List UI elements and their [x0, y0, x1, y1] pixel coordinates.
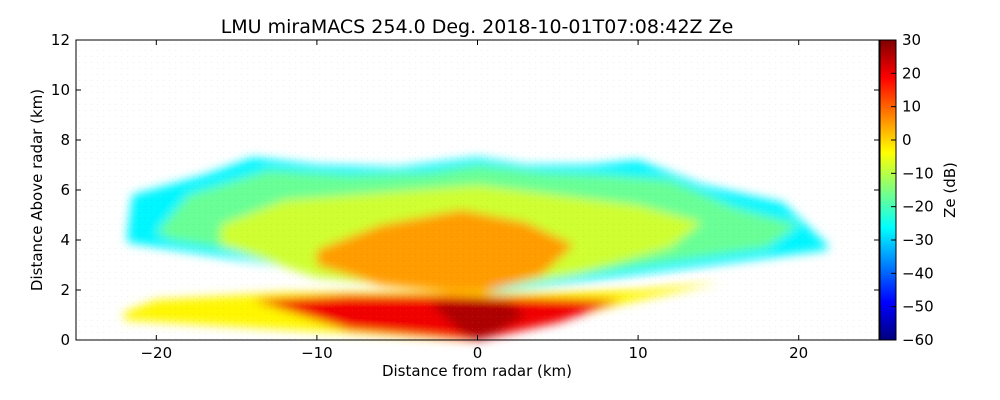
y-tick-label: 2 [60, 281, 70, 299]
y-axis-ticks: 0 2 4 6 8 10 12 [51, 31, 879, 349]
radar-field [124, 157, 828, 340]
y-tick-label: 6 [60, 181, 70, 199]
colorbar-tick-label: 30 [902, 31, 921, 49]
x-axis-label: Distance from radar (km) [382, 362, 572, 380]
y-tick-label: 0 [60, 331, 70, 349]
colorbar-tick-label: −50 [902, 298, 934, 316]
x-tick-label: 0 [473, 344, 483, 362]
colorbar-tick-label: −60 [902, 331, 934, 349]
chart-title: LMU miraMACS 254.0 Deg. 2018-10-01T07:08… [221, 16, 734, 38]
x-tick-label: −10 [301, 344, 333, 362]
colorbar-tick-label: 10 [902, 98, 921, 116]
x-tick-label: −20 [140, 344, 172, 362]
y-axis-label: Distance Above radar (km) [28, 89, 46, 291]
y-tick-label: 12 [51, 31, 70, 49]
y-tick-label: 10 [51, 81, 70, 99]
colorbar-tick-label: −40 [902, 264, 934, 282]
colorbar-tick-label: −30 [902, 231, 934, 249]
colorbar-tick-label: −10 [902, 164, 934, 182]
colorbar [879, 39, 897, 341]
colorbar-label: Ze (dB) [941, 162, 959, 218]
colorbar-tick-label: 0 [902, 131, 912, 149]
y-tick-label: 8 [60, 131, 70, 149]
x-axis-ticks: −20 −10 0 10 20 [140, 40, 808, 362]
colorbar-tick-label: 20 [902, 64, 921, 82]
x-tick-label: 20 [789, 344, 808, 362]
colorbar-tick-label: −20 [902, 198, 934, 216]
x-tick-label: 10 [629, 344, 648, 362]
y-tick-label: 4 [60, 231, 70, 249]
colorbar-ticks: 30 20 10 0 −10 −20 −30 −40 −50 −60 [891, 31, 934, 349]
